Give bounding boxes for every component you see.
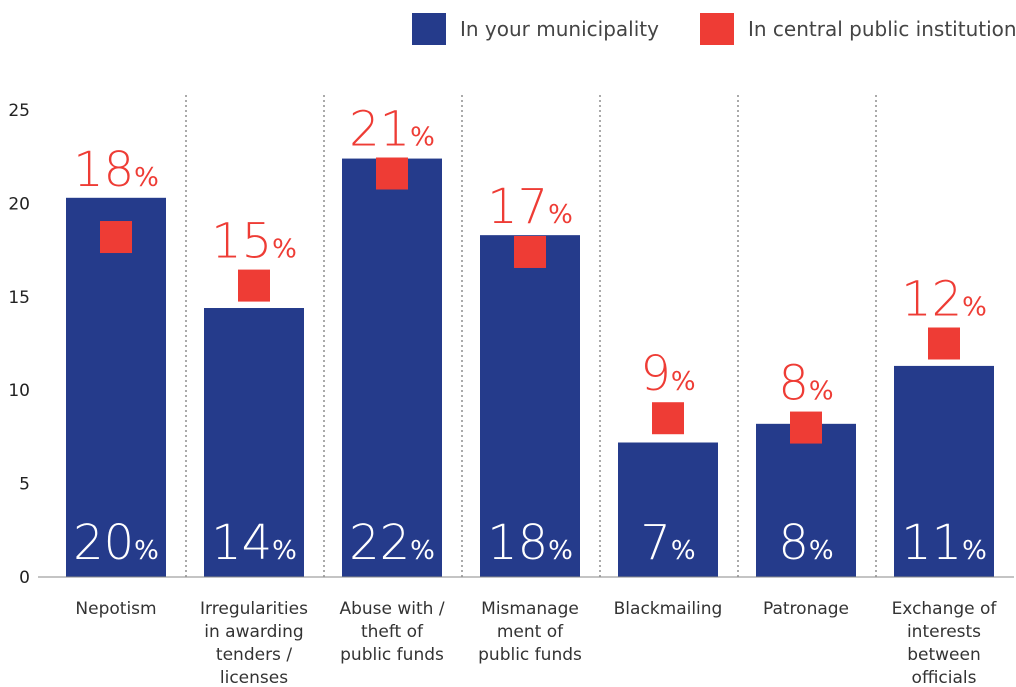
legend-swatch xyxy=(700,13,734,45)
bar-municipality xyxy=(204,308,304,577)
bar-value-label: 22% xyxy=(349,515,435,571)
y-tick-label: 25 xyxy=(8,101,30,121)
marker-value-label: 15% xyxy=(211,214,297,270)
y-tick-label: 10 xyxy=(8,381,30,401)
bar-value-label: 14% xyxy=(211,515,297,571)
marker-central-institutions xyxy=(928,327,960,360)
y-tick-label: 5 xyxy=(19,475,30,495)
category-label: Irregularities in awarding tenders / licens… xyxy=(200,599,308,687)
marker-value-label: 12% xyxy=(901,272,987,328)
marker-value-label: 8% xyxy=(778,356,833,412)
y-tick-label: 20 xyxy=(8,194,30,214)
legend-label: In central public institutions xyxy=(748,17,1016,41)
bar-value-label: 20% xyxy=(73,515,159,571)
category-label: Abuse with / theft of public funds xyxy=(339,599,444,665)
y-axis: 0 5 10 15 20 25 xyxy=(8,101,30,588)
legend-swatch xyxy=(412,13,446,45)
bar-municipality xyxy=(342,158,442,577)
marker-central-institutions xyxy=(514,235,546,268)
plot-area: 20% 18% 14% 15% 22% 21% 18% 17% 7% 9% 8% 8% 11% 12% xyxy=(66,102,994,577)
marker-central-institutions xyxy=(238,269,270,302)
marker-value-label: 18% xyxy=(73,142,159,198)
marker-value-label: 21% xyxy=(349,102,435,158)
marker-value-label: 17% xyxy=(487,179,573,235)
x-axis: Nepotism Irregularities in awarding tenders… xyxy=(38,576,1014,687)
marker-central-institutions xyxy=(376,157,408,190)
category-label: Nepotism xyxy=(75,599,156,619)
marker-central-institutions xyxy=(100,221,132,254)
bar-value-label: 7% xyxy=(640,515,695,571)
bar-municipality xyxy=(480,235,580,577)
bar-municipality xyxy=(894,365,994,577)
category-label: Exchange of interests between officials xyxy=(892,599,998,687)
category-label: Patronage xyxy=(763,599,849,619)
y-tick-label: 0 xyxy=(19,568,30,588)
category-label: Blackmailing xyxy=(614,599,723,619)
bar-municipality xyxy=(618,442,718,577)
bar-municipality xyxy=(66,197,166,577)
marker-central-institutions xyxy=(790,411,822,444)
bar-value-label: 18% xyxy=(487,515,573,571)
y-tick-label: 15 xyxy=(8,288,30,308)
bar-value-label: 11% xyxy=(901,515,987,571)
category-label: Mismanage ment of public funds xyxy=(478,599,582,665)
bar-value-label: 8% xyxy=(778,515,833,571)
legend: In your municipality In central public in… xyxy=(412,13,1016,45)
marker-central-institutions xyxy=(652,402,684,435)
bar-municipality xyxy=(756,423,856,577)
marker-value-label: 9% xyxy=(640,346,695,402)
legend-label: In your municipality xyxy=(460,17,659,41)
category-separators xyxy=(185,95,877,577)
